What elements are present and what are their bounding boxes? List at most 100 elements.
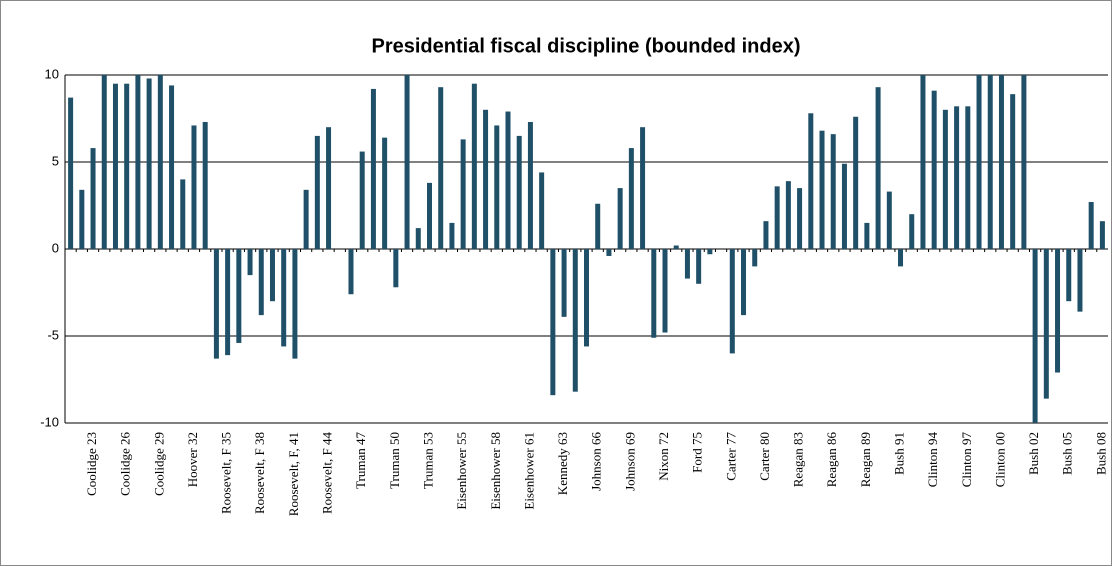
bar <box>696 249 702 284</box>
bar <box>101 75 107 249</box>
bar <box>471 83 477 249</box>
x-tick-label: Bush 05 <box>1060 432 1075 475</box>
bar <box>673 245 679 249</box>
bar <box>124 83 130 249</box>
bar <box>707 249 713 255</box>
x-tick-label: Roosevelt, F, 41 <box>286 432 301 516</box>
bar <box>797 188 803 249</box>
bar <box>931 90 937 249</box>
bar <box>561 249 567 317</box>
bar <box>830 134 836 249</box>
bar <box>460 139 466 249</box>
bar <box>539 172 545 249</box>
bar <box>976 75 982 249</box>
bar <box>191 125 197 249</box>
bar <box>1099 221 1105 249</box>
x-tick-label: Coolidge 29 <box>151 432 166 496</box>
bar <box>662 249 668 333</box>
bar <box>236 249 242 343</box>
bar <box>303 189 309 249</box>
x-tick-label: Truman 50 <box>387 432 402 489</box>
bar <box>112 83 118 249</box>
x-tick-label: Carter 80 <box>757 432 772 481</box>
bar <box>572 249 578 392</box>
bar <box>729 249 735 354</box>
bar <box>180 179 186 249</box>
bar <box>1088 202 1094 249</box>
bar <box>348 249 354 295</box>
x-tick-label: Nixon 72 <box>656 432 671 481</box>
x-tick-label: Reagan 89 <box>858 432 873 487</box>
x-tick-label: Kennedy 63 <box>555 432 570 495</box>
bar <box>909 214 915 249</box>
bar <box>1021 75 1027 249</box>
bar <box>157 75 163 249</box>
bar <box>90 148 96 249</box>
bar <box>314 135 320 249</box>
x-tick-label: Roosevelt, F 38 <box>252 432 267 514</box>
x-tick-label: Reagan 86 <box>824 432 839 488</box>
bar <box>516 135 522 249</box>
x-tick-label: Hoover 32 <box>185 432 200 487</box>
bar <box>527 121 533 249</box>
bar <box>954 106 960 249</box>
x-tick-label: Eisenhower 61 <box>521 432 536 510</box>
bar <box>135 75 141 249</box>
bar <box>819 130 825 249</box>
x-tick-label: Clinton 00 <box>992 432 1007 487</box>
bar <box>584 249 589 347</box>
bar <box>965 106 971 249</box>
x-tick-label: Bush 08 <box>1093 432 1108 475</box>
bar <box>269 249 275 302</box>
bar <box>415 228 421 249</box>
bar <box>651 249 657 338</box>
bar <box>292 249 298 359</box>
bar <box>505 111 511 249</box>
x-tick-label: Roosevelt, F 35 <box>219 432 234 514</box>
x-tick-label: Ford 75 <box>690 432 705 473</box>
x-tick-label: Coolidge 23 <box>84 432 99 496</box>
x-tick-label: Clinton 94 <box>925 432 940 488</box>
bar <box>684 249 690 279</box>
bar <box>920 75 926 249</box>
bar <box>998 75 1004 249</box>
bar <box>853 116 859 249</box>
x-tick-label: Roosevelt, F 44 <box>320 432 335 514</box>
bar <box>449 222 455 249</box>
bar <box>808 113 814 249</box>
bar <box>606 249 612 256</box>
bar <box>393 249 399 288</box>
bar <box>359 151 365 249</box>
bar <box>1032 249 1038 423</box>
y-tick-label: 5 <box>52 153 59 168</box>
chart-title: Presidential fiscal discipline (bounded … <box>372 35 801 57</box>
x-tick-label: Carter 77 <box>723 432 738 481</box>
y-tick-label: -10 <box>40 414 59 429</box>
bar <box>875 87 881 250</box>
bar <box>1043 249 1049 399</box>
bar <box>426 182 432 249</box>
bar <box>1010 94 1016 249</box>
bar <box>494 125 500 249</box>
bar <box>785 181 791 249</box>
bar <box>942 109 948 249</box>
bar <box>987 75 993 249</box>
x-tick-label: Truman 47 <box>353 432 368 489</box>
bar <box>438 87 444 250</box>
bar <box>1055 249 1061 373</box>
bar <box>1066 249 1072 302</box>
bar <box>774 186 780 249</box>
bar <box>886 191 892 249</box>
x-tick-label: Bush 91 <box>892 432 907 475</box>
bar <box>258 249 264 316</box>
bar <box>382 137 388 249</box>
bar <box>640 127 646 249</box>
bar <box>898 249 904 267</box>
bar <box>864 222 870 249</box>
bar <box>550 249 556 396</box>
bar <box>225 249 231 356</box>
y-tick-label: 10 <box>45 66 59 81</box>
bar <box>763 221 769 249</box>
bar <box>404 75 410 249</box>
